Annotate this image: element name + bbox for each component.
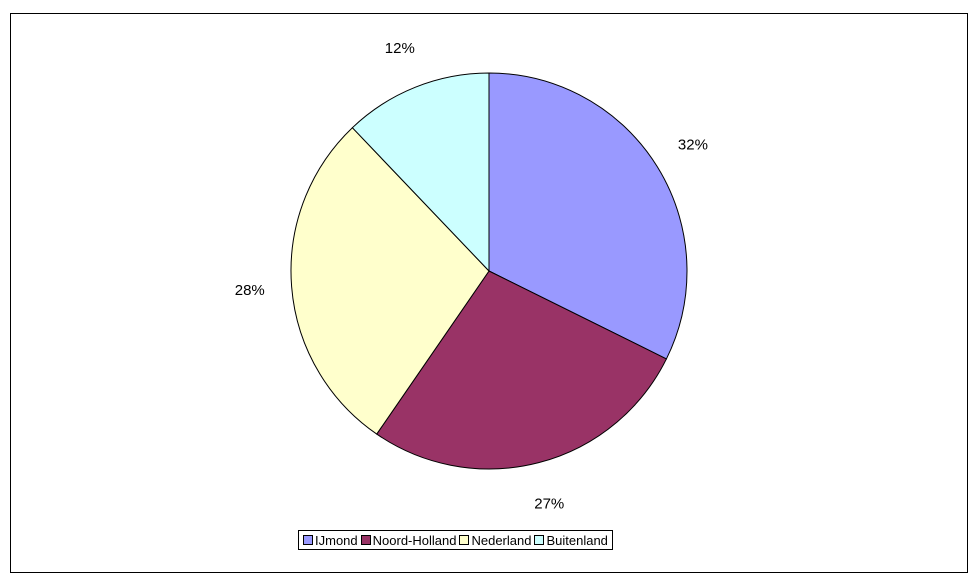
legend-swatch-noord-holland	[360, 535, 371, 545]
legend-label-ijmond: IJmond	[315, 532, 358, 548]
legend-item-ijmond: IJmond	[303, 533, 358, 548]
data-label-nederland: 28%	[235, 282, 265, 299]
legend-item-buitenland: Buitenland	[534, 532, 608, 548]
legend-swatch-ijmond	[303, 535, 313, 545]
chart-legend: IJmond Noord-Holland Nederland Buitenlan…	[298, 530, 613, 550]
legend-label-noord-holland: Noord-Holland	[372, 532, 457, 548]
pie-slice-noord-holland	[376, 270, 668, 470]
legend-item-nederland: Nederland	[459, 533, 531, 548]
data-label-noord-holland: 27%	[534, 495, 564, 512]
legend-label-nederland: Nederland	[471, 532, 532, 548]
legend-label-buitenland: Buitenland	[546, 532, 608, 548]
pie-slice-buitenland	[351, 72, 490, 273]
data-label-ijmond: 32%	[678, 136, 708, 153]
data-label-buitenland: 12%	[385, 40, 415, 57]
legend-item-noord-holland: Noord-Holland	[360, 532, 457, 548]
pie-slice-nederland	[290, 126, 490, 435]
pie-slice-ijmond	[488, 72, 688, 360]
legend-swatch-nederland	[459, 535, 470, 545]
legend-swatch-buitenland	[534, 535, 545, 545]
